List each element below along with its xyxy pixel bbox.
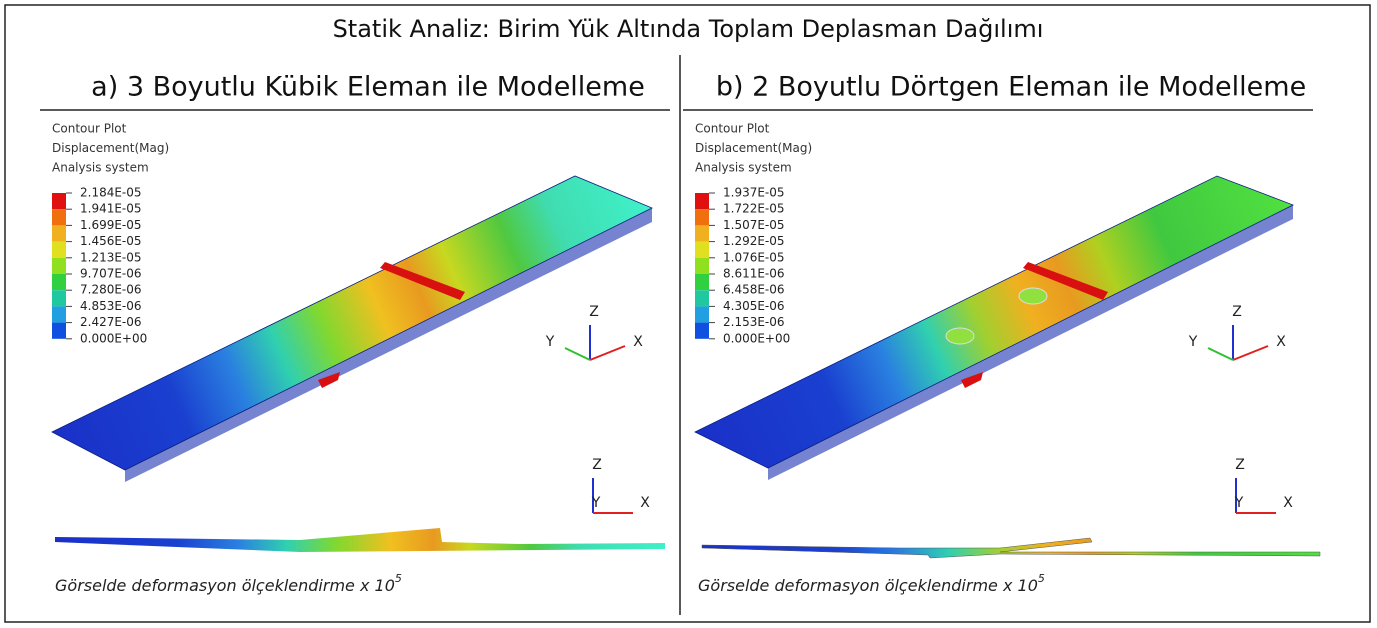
note-text: Görselde deformasyon ölçeklendirme x 10 (55, 576, 395, 595)
legend-header: Displacement(Mag) (52, 141, 169, 155)
legend-label: 2.184E-05 (80, 186, 142, 200)
legend-swatch (52, 306, 66, 322)
legend-label: 1.456E-05 (80, 234, 142, 248)
deformation-note: Görselde deformasyon ölçeklendirme x 105 (55, 572, 402, 595)
legend-swatch (52, 323, 66, 339)
legend-swatch (695, 306, 709, 322)
legend-swatch (695, 323, 709, 339)
legend-swatch (52, 258, 66, 274)
legend-label: 1.292E-05 (723, 234, 785, 248)
legend-swatch (52, 209, 66, 225)
axis-triad: Z Y X (1188, 304, 1286, 360)
legend-swatch (52, 242, 66, 258)
legend-label: 2.153E-06 (723, 315, 785, 329)
x-axis (1233, 346, 1268, 360)
legend-swatch (695, 290, 709, 306)
side-view (55, 528, 665, 552)
legend-swatch (695, 258, 709, 274)
panel-title: a) 3 Boyutlu Kübik Eleman ile Modelleme (91, 72, 645, 103)
legend-label: 0.000E+00 (80, 331, 147, 345)
legend-label: 1.722E-05 (723, 202, 785, 216)
panel-title: b) 2 Boyutlu Dörtgen Eleman ile Modellem… (716, 72, 1306, 103)
y-axis (565, 348, 590, 360)
legend-label: 1.941E-05 (80, 202, 142, 216)
beam-side (125, 208, 652, 482)
axis-triad: Z Y X (591, 457, 650, 513)
axis-label: Y (1234, 495, 1244, 511)
axis-label: Y (591, 495, 601, 511)
bolt-region (946, 328, 974, 344)
legend-header: Analysis system (52, 161, 149, 175)
legend-label: 6.458E-06 (723, 283, 785, 297)
axis-label: Z (589, 304, 599, 320)
axis-label: X (633, 334, 643, 350)
legend-label: 1.213E-05 (80, 250, 142, 264)
legend-swatch (52, 274, 66, 290)
legend-header: Contour Plot (695, 122, 770, 136)
legend-swatch (695, 193, 709, 209)
legend-label: 1.507E-05 (723, 218, 785, 232)
deformed-beam (52, 176, 652, 470)
y-axis (1208, 348, 1233, 360)
legend-header: Analysis system (695, 161, 792, 175)
axis-triad: Z Y X (545, 304, 643, 360)
legend-label: 8.611E-06 (723, 267, 785, 281)
legend-label: 1.937E-05 (723, 186, 785, 200)
legend-label: 1.699E-05 (80, 218, 142, 232)
legend-swatch (695, 209, 709, 225)
legend-label: 7.280E-06 (80, 283, 142, 297)
axis-label: Y (545, 334, 555, 350)
legend-label: 4.853E-06 (80, 299, 142, 313)
bolt-region (1019, 288, 1047, 304)
legend-swatch (695, 242, 709, 258)
legend-swatch (695, 225, 709, 241)
side-view (702, 538, 1320, 558)
axis-label: X (640, 495, 650, 511)
legend-label: 9.707E-06 (80, 267, 142, 281)
legend-header: Contour Plot (52, 122, 127, 136)
note-text: Görselde deformasyon ölçeklendirme x 10 (698, 576, 1038, 595)
beam-side (768, 205, 1293, 480)
legend-swatch (52, 193, 66, 209)
axis-label: Z (1232, 304, 1242, 320)
note-exponent: 5 (1038, 572, 1045, 585)
figure-title: Statik Analiz: Birim Yük Altında Toplam … (333, 15, 1044, 43)
legend-swatch (52, 225, 66, 241)
axis-label: Y (1188, 334, 1198, 350)
legend-header: Displacement(Mag) (695, 141, 812, 155)
axis-label: Z (592, 457, 602, 473)
axis-triad: Z Y X (1234, 457, 1293, 513)
x-axis (590, 346, 625, 360)
legend-label: 4.305E-06 (723, 299, 785, 313)
legend-swatch (695, 274, 709, 290)
legend-label: 1.076E-05 (723, 250, 785, 264)
axis-label: X (1283, 495, 1293, 511)
legend-label: 2.427E-06 (80, 315, 142, 329)
axis-label: Z (1235, 457, 1245, 473)
figure: Statik Analiz: Birim Yük Altında Toplam … (0, 0, 1377, 628)
deformed-beam (695, 176, 1293, 468)
legend-label: 0.000E+00 (723, 331, 790, 345)
deformation-note: Görselde deformasyon ölçeklendirme x 105 (698, 572, 1045, 595)
axis-label: X (1276, 334, 1286, 350)
legend-swatch (52, 290, 66, 306)
note-exponent: 5 (395, 572, 402, 585)
